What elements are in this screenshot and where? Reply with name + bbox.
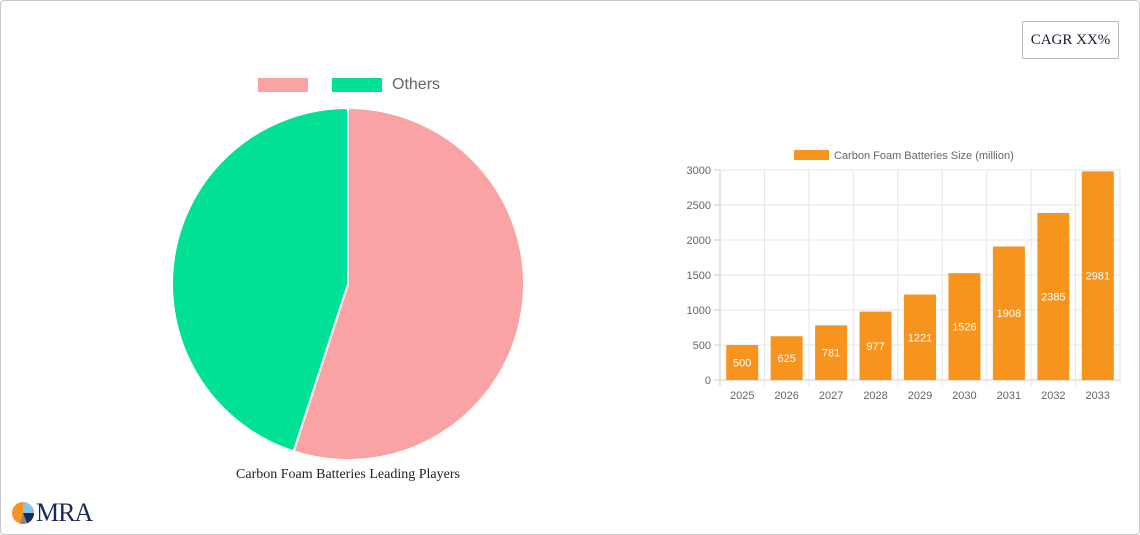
- pie-slice-others[interactable]: [171, 106, 349, 453]
- pie-chart: [171, 106, 525, 461]
- svg-text:1526: 1526: [952, 322, 976, 334]
- x-tick-label: 2029: [908, 390, 932, 402]
- pie-legend: Others: [258, 76, 440, 94]
- bar-2031[interactable]: 1908: [992, 246, 1025, 380]
- logo-text: MRA: [36, 498, 93, 527]
- svg-text:1221: 1221: [908, 332, 932, 344]
- legend-label-others[interactable]: Others: [392, 76, 441, 93]
- bar-2030[interactable]: 1526: [948, 273, 981, 380]
- svg-text:625: 625: [777, 353, 795, 365]
- bar-chart: Carbon Foam Batteries Size (million) 0 500…: [687, 150, 1121, 402]
- bar-2032[interactable]: 2385: [1037, 213, 1070, 380]
- bar-2033[interactable]: 2981: [1081, 171, 1114, 380]
- bar-2028[interactable]: 977: [859, 311, 892, 380]
- y-tick-label: 1000: [687, 305, 711, 317]
- x-tick-label: 2033: [1086, 390, 1110, 402]
- logo-pie-icon: [12, 502, 35, 525]
- svg-text:500: 500: [733, 358, 751, 370]
- svg-text:2385: 2385: [1041, 292, 1065, 304]
- mra-logo: MRA: [10, 498, 93, 528]
- svg-text:Carbon Foam Batteries Size (mi: Carbon Foam Batteries Size (million): [834, 150, 1014, 162]
- x-tick-label: 2028: [863, 390, 887, 402]
- bar-2026[interactable]: 625: [770, 336, 803, 380]
- y-tick-label: 0: [705, 375, 711, 387]
- svg-text:781: 781: [822, 348, 840, 360]
- y-tick-label: 2000: [687, 235, 711, 247]
- pie-slice-leading-player[interactable]: [292, 106, 525, 461]
- x-tick-label: 2026: [774, 390, 798, 402]
- pie-caption: Carbon Foam Batteries Leading Players: [236, 467, 460, 482]
- cagr-badge: CAGR XX%: [1022, 21, 1119, 59]
- svg-text:2981: 2981: [1086, 271, 1110, 283]
- x-tick-label: 2032: [1041, 390, 1065, 402]
- bar-legend[interactable]: Carbon Foam Batteries Size (million): [794, 150, 1014, 162]
- y-tick-label: 3000: [687, 165, 711, 177]
- x-tick-label: 2025: [730, 390, 754, 402]
- bar-2027[interactable]: 781: [815, 325, 848, 380]
- y-tick-label: 2500: [687, 200, 711, 212]
- bar-2025[interactable]: 500: [726, 345, 759, 380]
- y-tick-label: 500: [693, 340, 711, 352]
- x-tick-label: 2027: [819, 390, 843, 402]
- bar-2029[interactable]: 1221: [904, 294, 936, 380]
- x-tick-label: 2031: [997, 390, 1021, 402]
- legend-swatch-others[interactable]: [332, 78, 382, 92]
- svg-text:977: 977: [866, 341, 884, 353]
- y-tick-label: 1500: [687, 270, 711, 282]
- cagr-label: CAGR XX%: [1030, 31, 1111, 48]
- legend-swatch-leading-player[interactable]: [258, 78, 308, 92]
- svg-text:1908: 1908: [997, 308, 1021, 320]
- x-tick-label: 2030: [952, 390, 976, 402]
